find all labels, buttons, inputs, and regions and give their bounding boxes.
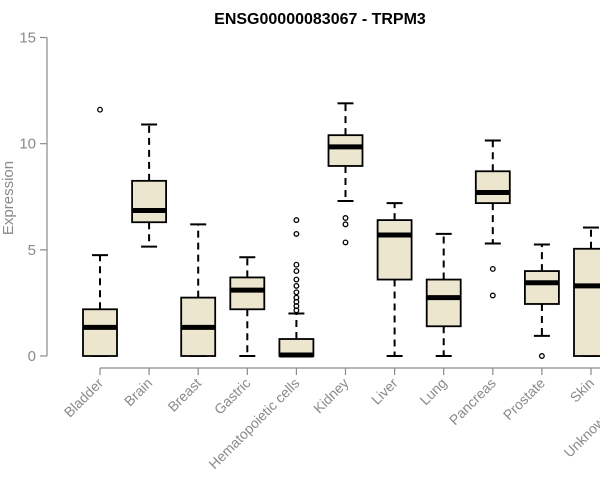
outlier-point [489,265,496,272]
box [376,219,413,281]
box [82,308,118,357]
box-group [82,106,118,357]
outlier-point [538,353,545,359]
x-tick-label: Hematopoietic cells [205,375,302,472]
x-tick-label: Gastric [211,375,254,418]
outlier-point [489,292,496,299]
box [229,276,266,311]
box-series [82,102,600,359]
y-tick-label: 5 [28,242,36,259]
box-group [278,217,315,358]
x-tick-label: Prostate [500,375,548,423]
box-group [425,232,462,357]
outlier-point [342,239,349,246]
box [474,170,511,205]
box [327,134,364,167]
box [573,247,600,357]
x-tick-label: Liver [368,375,401,408]
box-group [573,226,600,357]
y-tick-label: 0 [28,348,36,365]
x-tick-label: Lung [416,375,449,408]
box [131,179,168,224]
outlier-point [97,106,103,113]
x-tick-label: Skin [567,375,598,406]
outlier-point [293,230,300,237]
x-tick-label: Brain [121,375,155,409]
x-tick-label: Bladder [61,375,107,421]
outlier-point [293,282,300,289]
outlier-point [293,289,300,296]
y-axis-label: Expression [0,161,17,235]
chart-title: ENSG00000083067 - TRPM3 [214,11,426,28]
x-tick-label: Pancreas [446,375,499,428]
x-tick-label: Breast [164,375,204,415]
outlier-point [293,217,300,224]
outlier-point [293,294,300,301]
box-group [327,102,364,246]
outlier-point [293,276,300,283]
y-axis: 0 5 10 15 [19,30,48,365]
outlier-point [342,215,349,221]
box-group [524,243,560,359]
box [524,270,560,305]
y-tick-label: 10 [19,136,36,153]
box [425,278,462,328]
box-group [376,202,413,357]
x-tick-label: Kidney [310,375,352,417]
y-tick-label: 15 [19,30,36,47]
outlier-point [293,261,300,268]
box-group [474,139,511,299]
outlier-point [293,268,300,275]
box-group [229,256,266,357]
box-group [180,223,217,357]
outlier-point [342,221,349,228]
box-group [131,123,168,248]
